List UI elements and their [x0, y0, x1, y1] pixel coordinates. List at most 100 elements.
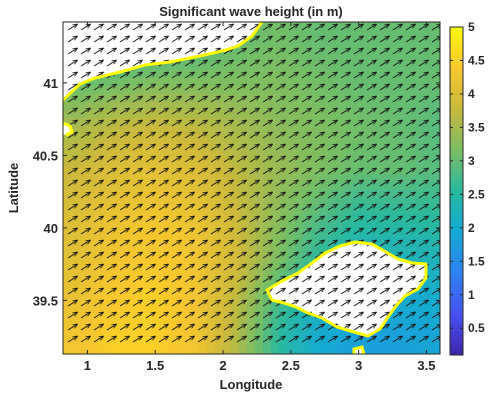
heatmap-cell	[167, 150, 176, 159]
heatmap-cell	[279, 246, 288, 255]
heatmap-cell	[183, 262, 192, 271]
heatmap-cell	[263, 326, 272, 335]
wave-arrow	[158, 120, 168, 127]
heatmap-cell	[391, 182, 400, 191]
wave-arrow	[314, 276, 324, 283]
heatmap-cell	[327, 182, 336, 191]
wave-arrow	[93, 264, 103, 271]
wave-arrow	[171, 204, 181, 211]
heatmap-cell	[279, 126, 288, 135]
heatmap-cell	[431, 334, 440, 343]
wave-arrow	[223, 288, 233, 295]
heatmap-cell	[223, 150, 232, 159]
wave-arrow	[67, 204, 77, 211]
heatmap-cell	[399, 342, 408, 351]
wave-arrow	[184, 336, 194, 343]
heatmap-cell	[183, 158, 192, 167]
x-tick-label: 2	[219, 358, 226, 373]
heatmap-cell	[431, 206, 440, 215]
heatmap-cell	[167, 70, 176, 79]
wave-arrow	[145, 324, 155, 331]
heatmap-cell	[135, 318, 144, 327]
heatmap-cell	[423, 342, 432, 351]
wave-arrow	[145, 264, 155, 271]
wave-arrow	[184, 192, 194, 199]
heatmap-cell	[199, 222, 208, 231]
heatmap-cell	[111, 102, 120, 111]
heatmap-cell	[87, 174, 96, 183]
heatmap-cell	[119, 126, 128, 135]
wave-arrow	[314, 180, 324, 187]
heatmap-cell	[199, 318, 208, 327]
heatmap-cell	[175, 318, 184, 327]
wave-arrow	[275, 252, 285, 259]
colorbar-tick-label: 1	[468, 288, 475, 302]
heatmap-cell	[327, 198, 336, 207]
wave-arrow	[405, 336, 415, 343]
wave-arrow	[236, 48, 246, 55]
heatmap-cell	[279, 310, 288, 319]
wave-arrow	[210, 192, 220, 199]
heatmap-cell	[279, 134, 288, 143]
heatmap-cell	[215, 150, 224, 159]
heatmap-cell	[151, 110, 160, 119]
heatmap-cell	[79, 254, 88, 263]
heatmap-cell	[263, 246, 272, 255]
heatmap-cell	[247, 318, 256, 327]
wave-arrow	[405, 324, 415, 331]
heatmap-cell	[239, 102, 248, 111]
heatmap-cell	[271, 158, 280, 167]
wave-arrow	[249, 144, 259, 151]
wave-arrow	[106, 24, 116, 31]
wave-arrow	[353, 300, 363, 307]
heatmap-cell	[287, 182, 296, 191]
wave-arrow	[119, 156, 129, 163]
heatmap-cell	[263, 30, 272, 39]
heatmap-cell	[79, 286, 88, 295]
wave-arrow	[80, 132, 90, 139]
heatmap-cell	[63, 166, 72, 175]
wave-arrow	[145, 36, 155, 43]
heatmap-cell	[207, 286, 216, 295]
heatmap-cell	[391, 190, 400, 199]
heatmap-cell	[143, 182, 152, 191]
heatmap-cell	[255, 302, 264, 311]
wave-arrow	[158, 312, 168, 319]
heatmap-cell	[143, 230, 152, 239]
heatmap-cell	[63, 262, 72, 271]
heatmap-cell	[223, 182, 232, 191]
heatmap-cell	[111, 230, 120, 239]
wave-arrow	[158, 192, 168, 199]
heatmap-cell	[303, 182, 312, 191]
heatmap-cell	[151, 206, 160, 215]
wave-arrow	[379, 168, 389, 175]
wave-arrow	[314, 300, 324, 307]
heatmap-cell	[279, 38, 288, 47]
wave-arrow	[288, 120, 298, 127]
heatmap-cell	[399, 30, 408, 39]
wave-arrow	[80, 264, 90, 271]
heatmap-cell	[415, 94, 424, 103]
wave-arrow	[249, 276, 259, 283]
heatmap-cell	[135, 230, 144, 239]
heatmap-cell	[71, 182, 80, 191]
heatmap-cell	[295, 222, 304, 231]
heatmap-cell	[71, 342, 80, 351]
x-tick-label: 3.5	[417, 358, 435, 373]
heatmap-cell	[79, 262, 88, 271]
wave-arrow	[223, 96, 233, 103]
heatmap-cell	[167, 198, 176, 207]
heatmap-cell	[223, 278, 232, 287]
wave-arrow	[288, 204, 298, 211]
heatmap-cell	[175, 206, 184, 215]
wave-arrow	[132, 108, 142, 115]
wave-arrow	[236, 264, 246, 271]
heatmap-cell	[287, 46, 296, 55]
wave-arrow	[119, 312, 129, 319]
heatmap-cell	[63, 118, 72, 127]
wave-arrow	[67, 336, 77, 343]
wave-arrow	[236, 144, 246, 151]
heatmap-cell	[431, 190, 440, 199]
heatmap-cell	[159, 270, 168, 279]
heatmap-cell	[191, 182, 200, 191]
